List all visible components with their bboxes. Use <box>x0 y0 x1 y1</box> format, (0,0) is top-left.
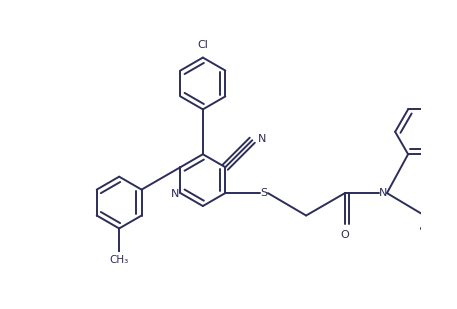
Text: N: N <box>379 188 387 198</box>
Text: CH₃: CH₃ <box>110 255 129 265</box>
Text: N: N <box>257 134 266 144</box>
Text: Cl: Cl <box>197 40 208 50</box>
Text: N: N <box>171 189 180 199</box>
Text: O: O <box>340 230 349 239</box>
Text: S: S <box>260 188 267 198</box>
